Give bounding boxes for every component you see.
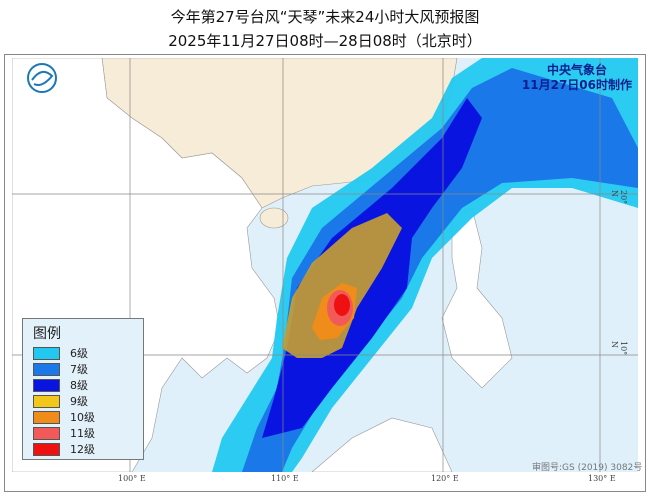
cma-logo: [27, 63, 57, 93]
lat-tick: 20° N: [610, 190, 628, 205]
wind-zones: [212, 58, 638, 472]
lon-tick: 130° E: [588, 474, 616, 483]
legend-item: 8级: [33, 377, 143, 393]
lon-tick: 110° E: [271, 474, 299, 483]
legend-swatch: [33, 378, 60, 392]
lat-tick: 10° N: [610, 341, 628, 356]
legend-label: 7级: [70, 363, 88, 376]
legend-item: 6级: [33, 345, 143, 361]
map-subtitle: 2025年11月27日08时—28日08时（北京时）: [168, 32, 482, 50]
legend-label: 12级: [70, 443, 95, 456]
legend-item: 10级: [33, 409, 143, 425]
map-title: 今年第27号台风“天琴”未来24小时大风预报图: [170, 8, 480, 26]
legend-item: 9级: [33, 393, 143, 409]
legend-title: 图例: [33, 326, 61, 342]
legend-label: 10级: [70, 411, 95, 424]
map-frame: [4, 54, 646, 492]
land-philippines: [441, 207, 513, 389]
legend-swatch: [33, 442, 60, 456]
legend-swatch: [33, 410, 60, 424]
lon-tick: 100° E: [118, 474, 146, 483]
legend-swatch: [33, 346, 60, 360]
legend-label: 8级: [70, 379, 88, 392]
zone-12: [334, 294, 350, 316]
legend-swatch: [33, 394, 60, 408]
legend-swatch: [33, 362, 60, 376]
legend-item: 11级: [33, 425, 143, 441]
legend-label: 6级: [70, 347, 88, 360]
legend-label: 9级: [70, 395, 88, 408]
issue-time: 11月27日06时制作: [521, 78, 632, 92]
lon-tick: 120° E: [431, 474, 459, 483]
issuer-block: 中央气象台 11月27日06时制作: [522, 63, 632, 93]
hainan-island: [259, 207, 289, 229]
legend-label: 11级: [70, 427, 95, 440]
map-approval-number: 审图号:GS (2019) 3082号: [532, 463, 643, 473]
legend-swatch: [33, 426, 60, 440]
legend-item: 12级: [33, 441, 143, 457]
legend: 图例 6级 7级 8级 9级 10级 11级 12级: [22, 318, 144, 460]
issuer-name: 中央气象台: [546, 63, 607, 77]
land-borneo: [311, 417, 453, 472]
legend-item: 7级: [33, 361, 143, 377]
